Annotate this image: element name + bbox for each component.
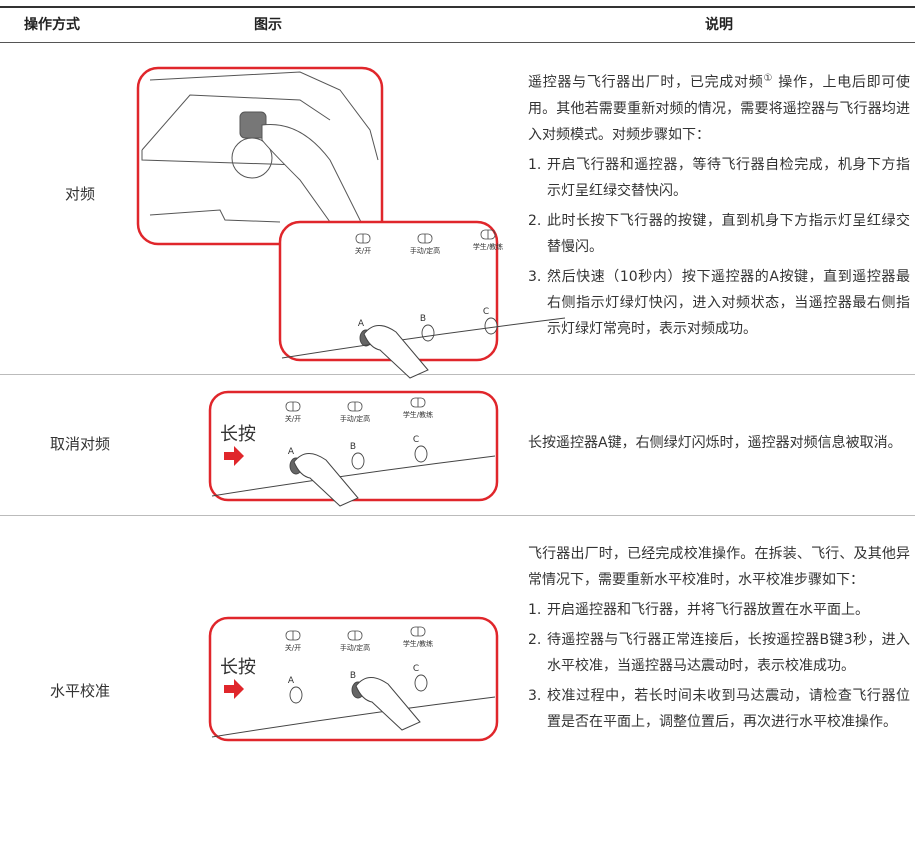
operation: 对频 xyxy=(64,185,95,203)
panel-edge xyxy=(281,317,566,359)
step-number: 1. xyxy=(528,602,542,618)
step-number: 2. xyxy=(528,632,542,648)
switch-label: 学生/教练 xyxy=(403,639,433,648)
button-letter: B xyxy=(420,314,426,324)
button xyxy=(351,452,365,470)
note-mark: ① xyxy=(763,73,774,84)
switch-label: 手动/定高 xyxy=(340,643,370,652)
step-number: 2. xyxy=(528,212,542,229)
operation: 取消对频 xyxy=(49,435,110,453)
remote-panel: 关/开 手动/定高 学生/教练 A B C xyxy=(281,229,566,379)
aircraft-figure xyxy=(136,66,499,362)
description: 长按遥控器A键，右侧绿灯闪烁时，遥控器对频信息被取消。 xyxy=(528,435,902,451)
button-letter: B xyxy=(350,442,356,452)
button-letter: C xyxy=(413,664,419,674)
switch-label: 关/开 xyxy=(355,246,371,255)
button xyxy=(484,317,498,335)
description: 遥控器与飞行器出厂时，已完成对频① 操作，上电后即可使用。其他若需要重新对频的情… xyxy=(528,66,910,342)
table-top-rule xyxy=(0,6,915,8)
remote-figure xyxy=(208,616,499,742)
step: 3. 然后快速（10秒内）按下遥控器的A按键，直到遥控器最右侧指示灯绿灯快闪，进入… xyxy=(528,264,910,342)
step-text: 开启飞行器和遥控器，等待飞行器自检完成，机身下方指示灯呈红绿交替快闪。 xyxy=(547,156,910,199)
step: 1. 开启飞行器和遥控器，等待飞行器自检完成，机身下方指示灯呈红绿交替快闪。 xyxy=(528,152,910,204)
step: 2. 待遥控器与飞行器正常连接后，长按遥控器B键3秒，进入水平校准，当遥控器马达震… xyxy=(528,627,910,679)
step-number: 3. xyxy=(528,688,542,704)
header-cell: 图示 xyxy=(254,17,282,33)
button-letter: A xyxy=(288,447,295,457)
button-letter: A xyxy=(288,676,295,686)
remote-panel: 关/开 手动/定高 学生/教练 A B C xyxy=(211,626,496,738)
switch-label: 关/开 xyxy=(285,643,301,652)
remote-panel: 关/开 手动/定高 学生/教练 A B C xyxy=(211,397,496,507)
finger xyxy=(355,677,421,731)
step: 2. 此时长按下飞行器的按键，直到机身下方指示灯呈红绿交替慢闪。 xyxy=(528,208,910,260)
switch-label: 学生/教练 xyxy=(473,242,503,251)
button xyxy=(289,686,303,704)
button xyxy=(414,674,428,692)
step: 3. 校准过程中，若长时间未收到马达震动，请检查飞行器位置是否在平面上，调整位置后… xyxy=(528,683,910,735)
button xyxy=(414,445,428,463)
button xyxy=(421,324,435,342)
hold-label: 长按 xyxy=(220,424,256,445)
switch-label: 手动/定高 xyxy=(340,414,370,423)
step-text: 待遥控器与飞行器正常连接后，长按遥控器B键3秒，进入水平校准，当遥控器马达震动时… xyxy=(547,632,910,674)
step: 1. 开启遥控器和飞行器，并将飞行器放置在水平面上。 xyxy=(528,597,910,623)
description: 飞行器出厂时，已经完成校准操作。在拆装、飞行、及其他异常情况下，需要重新水平校准… xyxy=(528,541,910,735)
button-letter: C xyxy=(483,307,489,317)
step-number: 1. xyxy=(528,156,542,173)
row-rule xyxy=(0,374,915,375)
button-letter: C xyxy=(413,435,419,445)
header-rule xyxy=(0,42,915,43)
row-rule xyxy=(0,515,915,516)
header-cell: 说明 xyxy=(705,17,733,33)
step-text: 然后快速（10秒内）按下遥控器的A按键，直到遥控器最右侧指示灯绿灯快闪，进入对频… xyxy=(547,268,910,337)
step-text: 校准过程中，若长时间未收到马达震动，请检查飞行器位置是否在平面上，调整位置后，再… xyxy=(547,688,910,730)
finger xyxy=(293,453,359,507)
panel-edge xyxy=(211,455,496,497)
description-text: 遥控器与飞行器出厂时，已完成对频 xyxy=(528,74,764,91)
operation: 水平校准 xyxy=(49,682,110,700)
description-text: 操作，上电后即可使用。其他若需要重新对频的情况，需要将遥控器与飞行器均进入对频模… xyxy=(528,74,911,143)
button-letter: B xyxy=(350,671,356,681)
step-number: 3. xyxy=(528,268,542,285)
button-letter: A xyxy=(358,319,365,329)
switch-label: 手动/定高 xyxy=(410,246,440,255)
finger xyxy=(363,325,429,379)
step-text: 开启遥控器和飞行器，并将飞行器放置在水平面上。 xyxy=(547,602,869,618)
switch-label: 学生/教练 xyxy=(403,410,433,419)
header-cell: 操作方式 xyxy=(24,17,80,33)
panel-edge xyxy=(211,696,496,738)
description-text: 飞行器出厂时，已经完成校准操作。在拆装、飞行、及其他异常情况下，需要重新水平校准… xyxy=(528,546,910,588)
hold-label: 长按 xyxy=(220,657,256,678)
switch-label: 关/开 xyxy=(285,414,301,423)
step-text: 此时长按下飞行器的按键，直到机身下方指示灯呈红绿交替慢闪。 xyxy=(547,212,910,255)
